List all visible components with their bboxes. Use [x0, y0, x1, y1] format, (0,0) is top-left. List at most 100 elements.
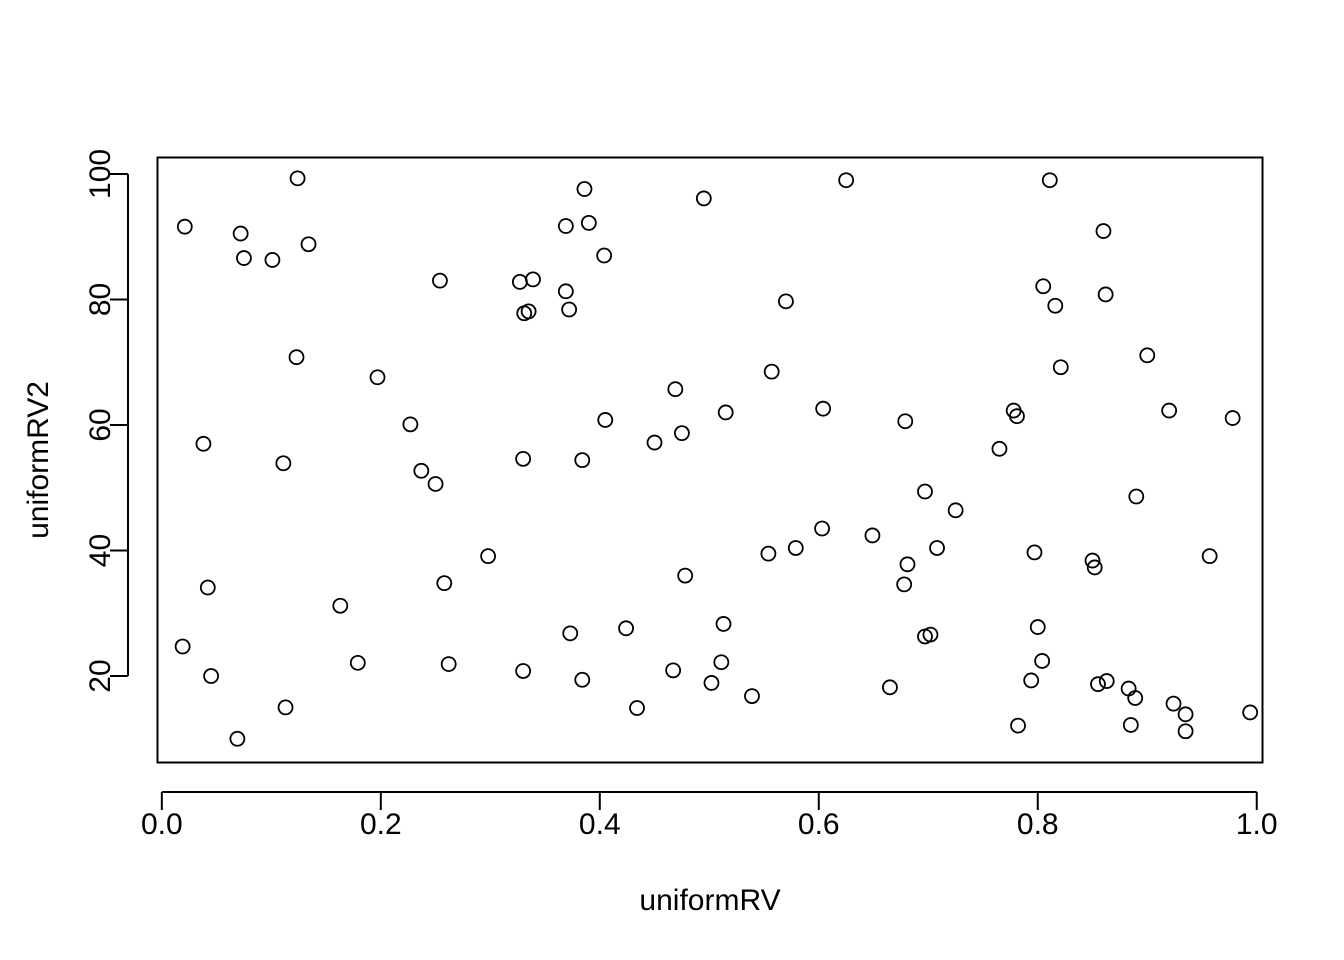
x-tick-label: 0.2 — [360, 808, 402, 841]
points-layer — [174, 170, 1259, 747]
data-point — [778, 293, 794, 310]
data-point — [562, 625, 579, 642]
data-point — [717, 404, 734, 421]
data-point — [561, 301, 578, 318]
data-point — [715, 616, 732, 632]
data-point — [991, 440, 1008, 457]
data-point — [1023, 672, 1040, 689]
data-point — [557, 283, 574, 300]
data-point — [1177, 706, 1194, 723]
x-tick-label: 0.6 — [798, 808, 840, 841]
data-point — [1029, 619, 1046, 635]
x-tick-label: 0.4 — [579, 808, 621, 841]
data-point — [574, 671, 591, 688]
y-axis-label: uniformRV2 — [22, 381, 55, 539]
data-point — [814, 520, 830, 537]
data-point — [929, 540, 945, 556]
x-tick-label: 0.8 — [1017, 808, 1059, 841]
x-axis: 0.0 0.2 0.4 0.6 0.8 1.0 — [141, 791, 1278, 841]
data-point — [1120, 680, 1137, 697]
y-axis: 20 40 60 80 100 — [84, 149, 129, 693]
y-tick-label: 80 — [84, 283, 117, 316]
data-point — [229, 730, 246, 747]
data-point — [763, 363, 780, 380]
data-point — [1084, 552, 1101, 569]
data-point — [703, 675, 720, 691]
data-point — [480, 548, 497, 565]
data-point — [1127, 690, 1144, 706]
data-point — [427, 476, 444, 492]
data-point — [232, 225, 249, 242]
data-point — [1161, 402, 1178, 419]
data-point — [436, 575, 453, 592]
data-point — [1041, 172, 1058, 189]
data-point — [947, 502, 964, 519]
data-point — [667, 381, 684, 398]
data-point — [695, 190, 712, 207]
data-point — [1047, 297, 1064, 314]
data-point — [922, 626, 939, 643]
data-point — [629, 700, 645, 716]
data-point — [176, 218, 193, 235]
data-point — [882, 679, 898, 696]
x-tick-label: 1.0 — [1236, 808, 1278, 841]
data-point — [1034, 653, 1051, 669]
data-point — [1128, 488, 1145, 505]
data-point — [1098, 673, 1115, 689]
data-point — [264, 252, 281, 268]
data-point — [520, 303, 537, 320]
data-point — [760, 545, 777, 562]
data-point — [744, 688, 760, 705]
x-tick-label: 0.0 — [141, 808, 183, 841]
data-point — [1165, 695, 1182, 712]
data-point — [815, 400, 832, 417]
data-point — [440, 656, 457, 672]
data-point — [574, 452, 591, 469]
data-point — [525, 271, 541, 288]
data-point — [646, 434, 663, 451]
data-point — [1086, 559, 1103, 576]
data-point — [236, 250, 252, 266]
data-point — [515, 663, 532, 679]
data-point — [838, 172, 855, 189]
data-point — [349, 654, 366, 671]
data-point — [1090, 676, 1106, 693]
data-point — [580, 214, 597, 231]
data-point — [174, 638, 191, 655]
data-point — [289, 170, 306, 187]
data-point — [275, 455, 292, 472]
data-point — [1139, 347, 1156, 364]
data-point — [199, 579, 216, 596]
data-point — [432, 272, 448, 289]
data-point — [864, 527, 881, 544]
data-point — [515, 450, 532, 467]
data-point — [1097, 286, 1114, 303]
data-point — [1026, 544, 1043, 561]
x-axis-label: uniformRV — [639, 884, 780, 917]
y-tick-label: 40 — [84, 534, 117, 567]
data-point — [369, 369, 386, 386]
data-point — [899, 556, 916, 573]
data-point — [1177, 723, 1194, 740]
data-point — [277, 699, 294, 716]
data-point — [1095, 223, 1112, 239]
data-point — [596, 247, 613, 264]
data-point — [288, 349, 305, 366]
data-point — [674, 425, 690, 442]
data-point — [576, 181, 593, 197]
data-point — [1224, 410, 1241, 426]
data-point — [195, 435, 212, 452]
data-point — [1122, 717, 1139, 733]
data-point — [713, 654, 730, 671]
data-point — [1010, 717, 1026, 734]
data-point — [1035, 278, 1052, 295]
data-point — [1201, 548, 1218, 565]
data-point — [665, 662, 682, 679]
data-point — [300, 236, 317, 253]
data-point — [203, 668, 219, 684]
data-point — [1052, 359, 1069, 376]
data-point — [897, 413, 914, 430]
data-point — [402, 416, 419, 433]
plot-frame — [156, 156, 1264, 764]
